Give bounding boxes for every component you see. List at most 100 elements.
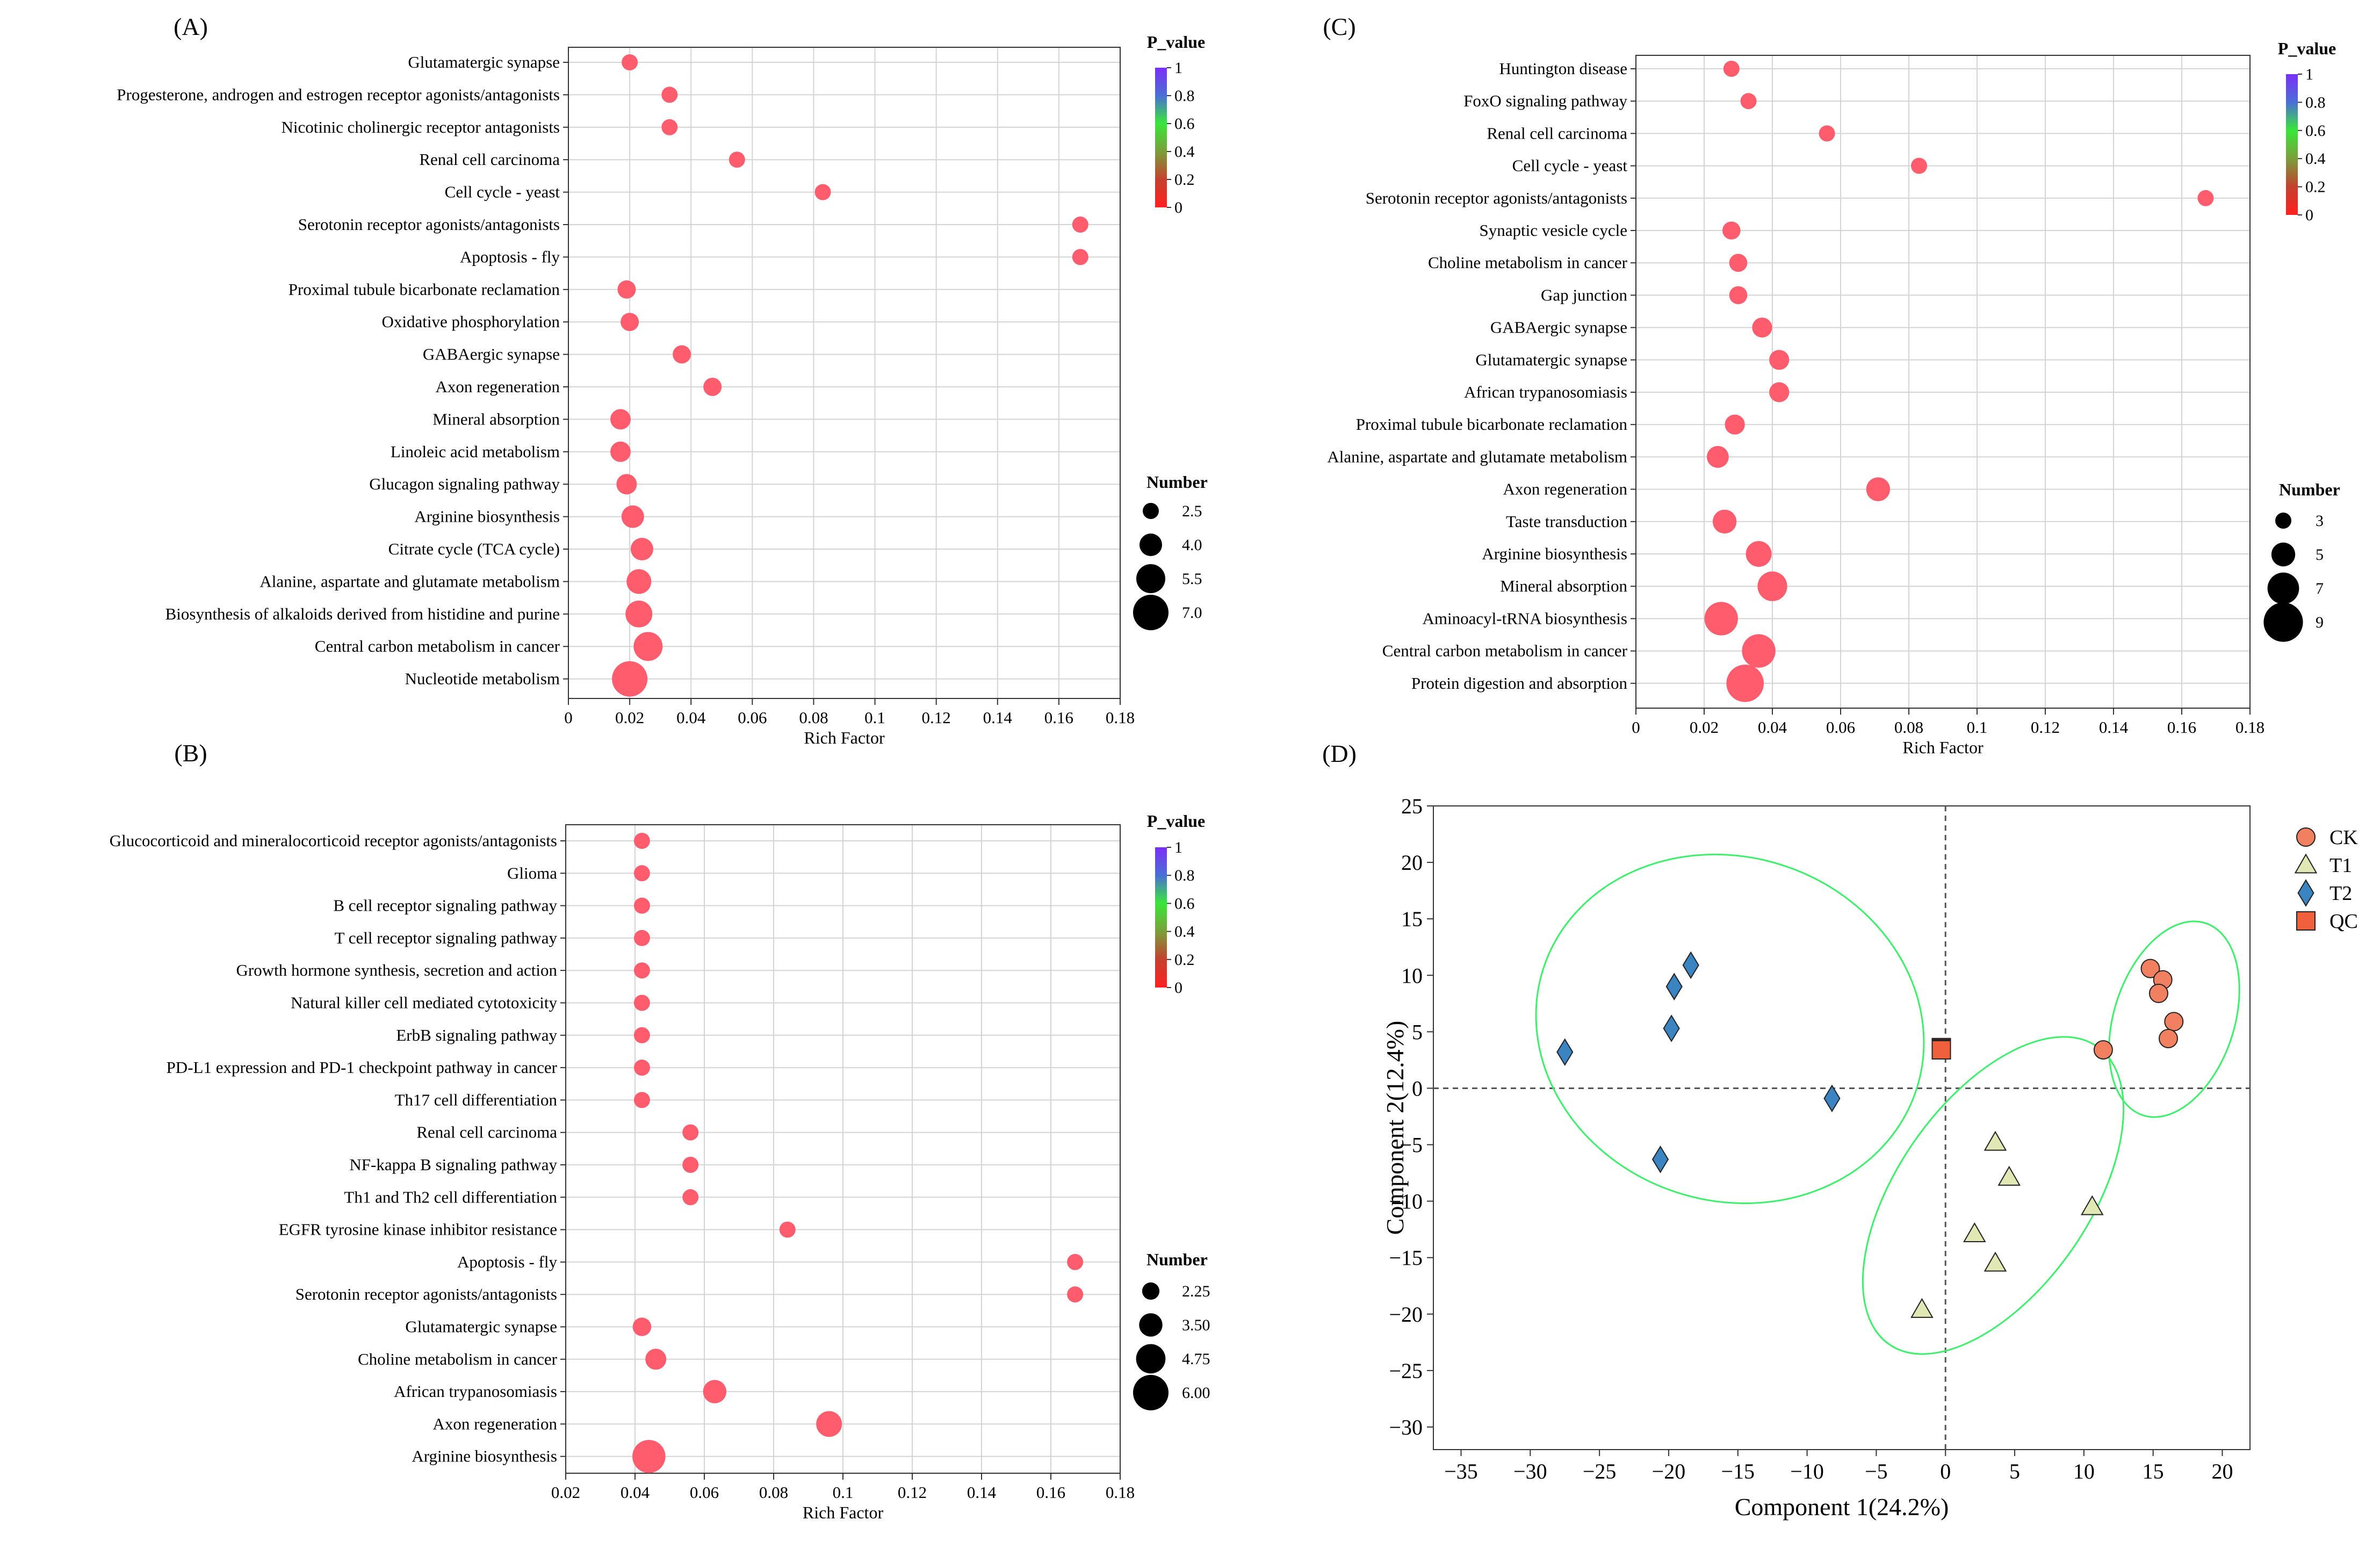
category-label: PD-L1 expression and PD-1 checkpoint pat… <box>167 1058 558 1077</box>
x-tick-label: −5 <box>1865 1459 1888 1483</box>
data-point <box>645 1349 667 1370</box>
x-tick-label: 0 <box>564 708 573 727</box>
panel-d: (D) −35 −30 −25 −20 −15 −10 −5 0 5 10 15 20 25 20 15 10 5… <box>1322 740 2358 1521</box>
category-label: African trypanosomiasis <box>394 1382 557 1401</box>
data-point <box>682 1157 699 1173</box>
legend-label: T1 <box>2329 854 2352 877</box>
category-label: African trypanosomiasis <box>1464 383 1627 401</box>
data-point <box>1752 318 1772 338</box>
panel-label: (B) <box>174 739 207 767</box>
data-point <box>1651 1145 1669 1173</box>
y-tick-label: −20 <box>1389 1302 1423 1327</box>
category-label: B cell receptor signaling pathway <box>333 896 557 915</box>
category-label: Glucagon signaling pathway <box>369 474 560 493</box>
size-legend-dot <box>1142 1282 1160 1300</box>
data-point <box>1769 382 1790 402</box>
category-label: Synaptic vesicle cycle <box>1480 221 1627 240</box>
x-tick-label: 0.08 <box>759 1483 788 1502</box>
data-point <box>633 1060 650 1076</box>
data-point <box>1072 249 1088 265</box>
category-label: Choline metabolism in cancer <box>1428 253 1628 272</box>
panel-a: (A) Glutamatergic synapse Progesterone, an… <box>117 13 1207 747</box>
data-point <box>633 632 663 661</box>
data-point <box>610 441 631 462</box>
panel-b: (B) Glucocorticoid and mineralocorticoid … <box>110 739 1210 1522</box>
size-legend-dot <box>1136 1344 1166 1374</box>
data-point <box>1067 1253 1084 1270</box>
data-point <box>814 184 831 200</box>
category-label: Serotonin receptor agonists/antagonists <box>1366 189 1627 207</box>
data-point <box>2081 1195 2104 1215</box>
colorbar-tick-label: 0.6 <box>2305 122 2326 140</box>
category-label: Alanine, aspartate and glutamate metabol… <box>1327 447 1627 466</box>
category-label: Growth hormone synthesis, secretion and … <box>236 961 558 979</box>
colorbar-tick-label: 0.4 <box>1174 143 1195 161</box>
size-legend-label: 7 <box>2316 580 2324 597</box>
data-point <box>729 152 745 168</box>
category-label: Apoptosis - fly <box>457 1252 558 1271</box>
x-tick-label: 0.12 <box>922 708 951 727</box>
series-qc <box>1931 1037 1951 1060</box>
x-tick-label: −20 <box>1652 1459 1686 1483</box>
legend-label: QC <box>2329 910 2358 933</box>
data-point <box>1746 541 1772 567</box>
data-point <box>2093 1040 2113 1060</box>
x-tick-label: 0.14 <box>2099 718 2129 737</box>
colorbar <box>1155 847 1167 988</box>
size-legend-title: Number <box>2279 480 2340 499</box>
data-point <box>1757 571 1787 601</box>
x-tick-label: 0.02 <box>551 1483 580 1502</box>
category-label: FoxO signaling pathway <box>1463 91 1627 110</box>
category-label: Central carbon metabolism in cancer <box>1382 642 1628 660</box>
colorbar-tick-label: 0 <box>1174 199 1182 217</box>
colorbar-tick-label: 1 <box>1174 839 1182 856</box>
data-point <box>612 661 648 697</box>
category-label: Axon regeneration <box>435 377 560 396</box>
data-point <box>1067 1286 1084 1303</box>
data-point <box>616 474 637 495</box>
size-legend-dot <box>2267 572 2299 604</box>
x-tick-label: 0.04 <box>1758 718 1787 737</box>
data-point <box>682 1189 699 1206</box>
category-label: GABAergic synapse <box>1490 318 1627 337</box>
category-label: Cell cycle - yeast <box>445 183 560 201</box>
data-point <box>1704 602 1738 636</box>
x-axis-title: Rich Factor <box>1902 738 1984 757</box>
colorbar-tick-label: 0 <box>1174 979 1182 997</box>
data-point <box>633 865 650 882</box>
data-point <box>1726 665 1764 702</box>
data-point <box>1663 1014 1680 1042</box>
x-tick-label: 0.16 <box>1044 708 1073 727</box>
data-point <box>1723 61 1740 77</box>
data-point <box>673 345 691 364</box>
category-label: Oxidative phosphorylation <box>382 312 560 331</box>
data-point <box>633 1092 650 1108</box>
x-tick-label: −35 <box>1444 1459 1478 1483</box>
data-point <box>661 119 678 135</box>
size-legend-title: Number <box>1146 1250 1208 1269</box>
x-tick-label: 0.04 <box>621 1483 650 1502</box>
x-tick-label: 0.06 <box>738 708 767 727</box>
data-point <box>682 1124 699 1141</box>
colorbar-tick-label: 0.4 <box>1174 923 1195 941</box>
x-tick-label: 0.02 <box>615 708 644 727</box>
data-point <box>2148 983 2168 1003</box>
category-label: Nucleotide metabolism <box>405 669 560 688</box>
data-point <box>2197 190 2214 206</box>
x-tick-label: −15 <box>1721 1459 1755 1483</box>
data-point <box>633 962 650 979</box>
data-point <box>1997 1165 2021 1186</box>
size-legend-dot <box>1139 534 1162 556</box>
x-tick-label: 0.12 <box>2031 718 2060 737</box>
data-point <box>1910 1298 1934 1318</box>
data-point <box>633 897 650 914</box>
color-legend-title: P_value <box>2278 39 2336 58</box>
plot-frame <box>1635 55 2251 709</box>
data-point <box>1556 1038 1574 1066</box>
x-tick-label: 0.18 <box>1106 1483 1135 1502</box>
category-label: Citrate cycle (TCA cycle) <box>388 539 560 558</box>
size-legend-label: 6.00 <box>1182 1384 1210 1402</box>
category-label: ErbB signaling pathway <box>396 1026 557 1044</box>
category-label: Central carbon metabolism in cancer <box>315 637 560 655</box>
data-point <box>1819 125 1835 142</box>
